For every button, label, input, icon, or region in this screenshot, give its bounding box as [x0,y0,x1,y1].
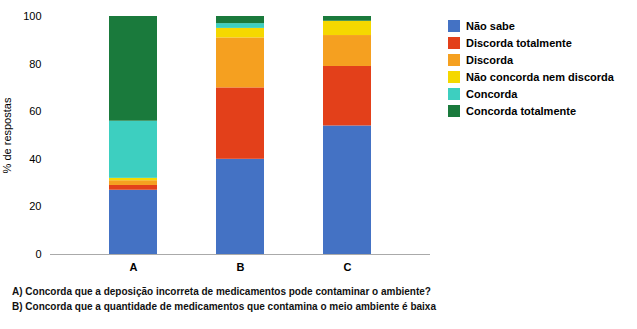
html-text:B) Concorda que a quantidade d: B) Concorda que a quantidade de medicame… [12,301,436,312]
html-text:Discorda totalmente: Discorda totalmente [466,37,572,49]
svg-text:40: 40 [29,153,41,165]
html-text:Não sabe: Não sabe [466,20,515,32]
html-text:Concorda: Concorda [466,88,518,100]
svg-text:60: 60 [29,105,41,117]
svg-text:80: 80 [29,58,41,70]
svg-text:20: 20 [29,200,41,212]
html-text:Não concorda nem discorda: Não concorda nem discorda [466,71,614,83]
svg-text:100: 100 [23,10,41,22]
svg-text:B: B [237,261,245,273]
html-text:A) Concorda que a deposição in: A) Concorda que a deposição incorreta de… [12,286,431,297]
svg-text:C: C [344,261,352,273]
html-text:Concorda totalmente: Concorda totalmente [466,105,576,117]
svg-text:% de respostas: % de respostas [1,97,13,173]
svg-text:0: 0 [35,248,41,260]
svg-text:A: A [130,261,138,273]
html-text:Discorda: Discorda [466,54,514,66]
